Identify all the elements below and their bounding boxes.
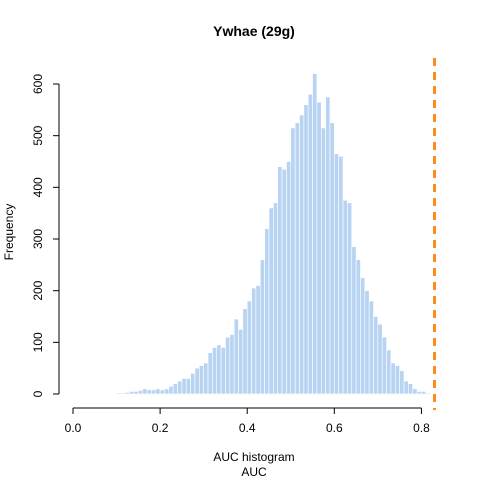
histogram-bar bbox=[412, 388, 418, 395]
histogram-bar bbox=[399, 370, 405, 395]
y-tick-label: 600 bbox=[31, 74, 45, 94]
histogram-bar bbox=[242, 308, 248, 395]
histogram-bar bbox=[259, 259, 265, 395]
y-tick-label: 300 bbox=[31, 229, 45, 249]
x-axis-sublabel: AUC bbox=[241, 465, 267, 479]
histogram-bar bbox=[138, 390, 143, 395]
y-axis-label: Frequency bbox=[2, 204, 16, 261]
histogram-bar bbox=[120, 392, 126, 395]
x-tick-label: 0.8 bbox=[413, 421, 430, 435]
histogram-bar bbox=[129, 391, 135, 395]
x-tick-label: 0.4 bbox=[239, 421, 256, 435]
histogram-bar bbox=[177, 380, 183, 395]
y-axis: 0 100 200 300 400 500 600 bbox=[31, 74, 60, 397]
histogram-bar bbox=[290, 127, 296, 395]
histogram-bar bbox=[351, 246, 357, 395]
histogram-bar bbox=[325, 96, 331, 395]
histogram-bar bbox=[207, 352, 213, 395]
histogram-bar bbox=[199, 365, 204, 395]
histogram-bar bbox=[238, 329, 244, 395]
histogram-bar bbox=[111, 393, 117, 395]
histogram-bar bbox=[172, 383, 178, 395]
histogram-bar bbox=[146, 389, 152, 395]
histogram-bar bbox=[429, 393, 435, 395]
histogram-bar bbox=[286, 161, 292, 395]
histogram-bar bbox=[294, 122, 300, 395]
histogram-bar bbox=[220, 347, 226, 395]
histogram-bar bbox=[124, 392, 130, 395]
histogram-bar bbox=[355, 259, 361, 395]
histogram-bar bbox=[251, 287, 257, 395]
histogram-bar bbox=[421, 391, 427, 395]
histogram-bar bbox=[312, 73, 318, 395]
x-tick-label: 0.2 bbox=[152, 421, 169, 435]
histogram-bars bbox=[103, 73, 435, 395]
chart-title: Ywhae (29g) bbox=[213, 23, 295, 39]
histogram-bar bbox=[381, 336, 387, 395]
y-tick-label: 500 bbox=[31, 125, 45, 145]
histogram-bar bbox=[320, 127, 326, 395]
histogram-bar bbox=[338, 156, 344, 395]
histogram-bar bbox=[203, 362, 209, 395]
histogram-bar bbox=[273, 202, 279, 395]
histogram-bar bbox=[133, 391, 139, 395]
x-axis-label: AUC histogram bbox=[213, 450, 294, 464]
x-tick-label: 0.0 bbox=[65, 421, 82, 435]
histogram-bar bbox=[255, 285, 261, 395]
histogram-bar bbox=[377, 323, 383, 395]
histogram-bar bbox=[368, 300, 374, 395]
histogram-bar bbox=[233, 318, 239, 395]
histogram-bar bbox=[316, 101, 322, 395]
histogram-bar bbox=[394, 365, 400, 395]
histogram-bar bbox=[303, 104, 309, 395]
histogram-bar bbox=[403, 380, 409, 395]
histogram-bar bbox=[151, 389, 157, 395]
y-tick-label: 400 bbox=[31, 177, 45, 197]
histogram-bar bbox=[334, 153, 339, 395]
histogram-bar bbox=[268, 207, 274, 395]
histogram-bar bbox=[408, 383, 414, 395]
histogram-bar bbox=[329, 122, 335, 395]
histogram-bar bbox=[307, 94, 313, 395]
histogram-bar bbox=[142, 388, 148, 395]
histogram-bar bbox=[386, 349, 392, 395]
histogram-bar bbox=[216, 344, 222, 395]
histogram-bar bbox=[229, 334, 235, 395]
histogram-bar bbox=[264, 228, 270, 395]
histogram-bar bbox=[190, 373, 196, 395]
y-tick-label: 200 bbox=[31, 280, 45, 300]
x-tick-label: 0.6 bbox=[326, 421, 343, 435]
histogram-bar bbox=[416, 391, 422, 395]
x-axis: 0.0 0.2 0.4 0.6 0.8 bbox=[65, 407, 430, 435]
histogram-bar bbox=[155, 388, 161, 395]
histogram-bar bbox=[107, 393, 113, 395]
y-tick-label: 100 bbox=[31, 332, 45, 352]
histogram-bar bbox=[103, 393, 109, 395]
histogram-bar bbox=[390, 362, 396, 395]
histogram-bar bbox=[342, 199, 348, 395]
histogram-bar bbox=[181, 378, 187, 395]
histogram-bar bbox=[164, 388, 170, 395]
histogram-bar bbox=[425, 392, 431, 395]
histogram-bar bbox=[168, 385, 174, 395]
histogram-bar bbox=[159, 389, 165, 395]
histogram-bar bbox=[212, 347, 218, 395]
histogram-bar bbox=[364, 290, 370, 395]
histogram-bar bbox=[116, 392, 122, 395]
histogram-bar bbox=[373, 316, 379, 395]
y-tick-label: 0 bbox=[31, 390, 45, 397]
histogram-bar bbox=[281, 168, 287, 395]
histogram-bar bbox=[246, 300, 252, 395]
histogram-bar bbox=[277, 166, 283, 395]
histogram-bar bbox=[194, 367, 200, 395]
histogram-bar bbox=[185, 378, 191, 395]
histogram-bar bbox=[299, 114, 305, 395]
histogram-bar bbox=[347, 202, 353, 395]
histogram-bar bbox=[225, 336, 231, 395]
histogram-bar bbox=[360, 277, 366, 395]
